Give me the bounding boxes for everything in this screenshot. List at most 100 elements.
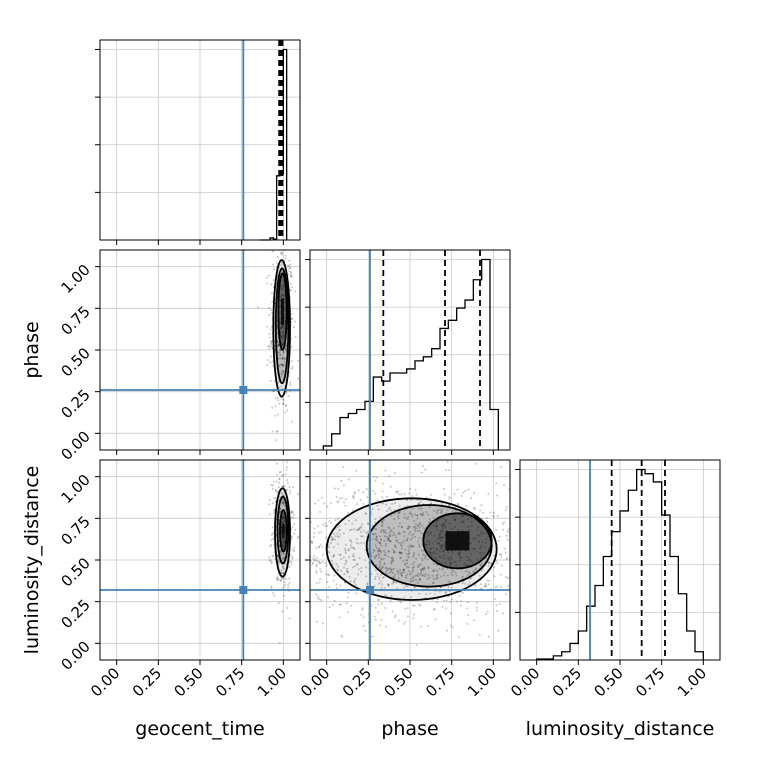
sample-point xyxy=(275,480,278,483)
sample-point xyxy=(393,576,396,579)
sample-point xyxy=(293,513,296,516)
sample-point xyxy=(281,501,284,504)
sample-point xyxy=(413,604,416,607)
sample-point xyxy=(427,534,430,537)
sample-point xyxy=(489,452,491,454)
sample-point xyxy=(506,530,509,533)
sample-point xyxy=(336,532,339,535)
sample-point xyxy=(445,607,448,610)
sample-point xyxy=(487,564,490,567)
sample-point xyxy=(441,530,444,533)
sample-point xyxy=(487,535,490,538)
sample-point xyxy=(418,578,421,581)
sample-point xyxy=(469,572,472,575)
sample-point xyxy=(268,345,271,348)
sample-point xyxy=(399,552,402,555)
sample-point xyxy=(392,531,395,534)
sample-point xyxy=(385,542,388,545)
sample-point xyxy=(322,523,325,526)
sample-point xyxy=(449,600,452,603)
sample-point xyxy=(382,557,385,560)
sample-point xyxy=(466,622,469,625)
sample-point xyxy=(438,535,441,538)
sample-point xyxy=(410,545,413,548)
sample-point xyxy=(282,517,285,520)
sample-point xyxy=(439,547,442,550)
sample-point xyxy=(449,534,452,537)
sample-point xyxy=(282,526,285,529)
sample-point xyxy=(394,472,397,475)
sample-point xyxy=(344,543,347,546)
sample-point xyxy=(333,554,336,557)
sample-point xyxy=(280,572,283,575)
sample-point xyxy=(383,531,386,534)
sample-point xyxy=(426,577,429,580)
sample-point xyxy=(450,527,453,530)
sample-point xyxy=(479,563,482,566)
sample-point xyxy=(418,536,421,539)
sample-point xyxy=(326,574,329,577)
sample-point xyxy=(283,294,286,297)
sample-point xyxy=(281,499,284,502)
sample-point xyxy=(432,516,435,519)
sample-point xyxy=(365,575,368,578)
sample-point xyxy=(442,550,445,553)
sample-point xyxy=(270,543,273,546)
sample-point xyxy=(290,272,293,275)
sample-point xyxy=(362,529,365,532)
sample-point xyxy=(405,539,408,542)
sample-point xyxy=(284,524,287,527)
sample-point xyxy=(482,512,485,515)
sample-point xyxy=(338,524,341,527)
sample-point xyxy=(458,530,461,533)
sample-point xyxy=(379,580,382,583)
sample-point xyxy=(439,508,442,511)
sample-point xyxy=(337,529,340,532)
sample-point xyxy=(300,585,302,587)
sample-point xyxy=(300,544,302,546)
sample-point xyxy=(383,554,386,557)
sample-point xyxy=(315,547,318,550)
sample-point xyxy=(282,520,285,523)
sample-point xyxy=(265,276,268,279)
sample-point xyxy=(446,549,449,552)
sample-point xyxy=(450,569,453,572)
sample-point xyxy=(310,540,313,543)
sample-point xyxy=(274,414,277,417)
sample-point xyxy=(338,616,341,619)
sample-point xyxy=(289,266,292,269)
sample-point xyxy=(455,539,458,542)
xlabel-geocent-time: geocent_time xyxy=(135,718,264,740)
sample-point xyxy=(306,547,308,549)
sample-point xyxy=(478,540,481,543)
sample-point xyxy=(288,489,291,492)
sample-point xyxy=(282,317,285,320)
x-tick-label: 0.50 xyxy=(590,664,626,700)
sample-point xyxy=(516,567,518,569)
sample-point xyxy=(387,508,390,511)
sample-point xyxy=(380,558,383,561)
sample-point xyxy=(443,533,446,536)
sample-point xyxy=(379,567,382,570)
sample-point xyxy=(490,562,493,565)
sample-point xyxy=(473,507,476,510)
sample-point xyxy=(414,513,417,516)
sample-point xyxy=(280,529,283,532)
sample-point xyxy=(281,526,284,529)
sample-point xyxy=(331,555,334,558)
sample-point xyxy=(332,603,335,606)
sample-point xyxy=(482,552,485,555)
sample-point xyxy=(445,599,448,602)
sample-point xyxy=(385,503,388,506)
sample-point xyxy=(359,498,362,501)
sample-point xyxy=(315,565,318,568)
sample-point xyxy=(421,514,424,517)
sample-point xyxy=(385,566,388,569)
sample-point xyxy=(313,558,316,561)
sample-point xyxy=(270,283,273,286)
sample-point xyxy=(280,526,283,529)
sample-point xyxy=(333,532,336,535)
sample-point xyxy=(281,522,284,525)
sample-point xyxy=(439,544,442,547)
sample-point xyxy=(366,496,369,499)
